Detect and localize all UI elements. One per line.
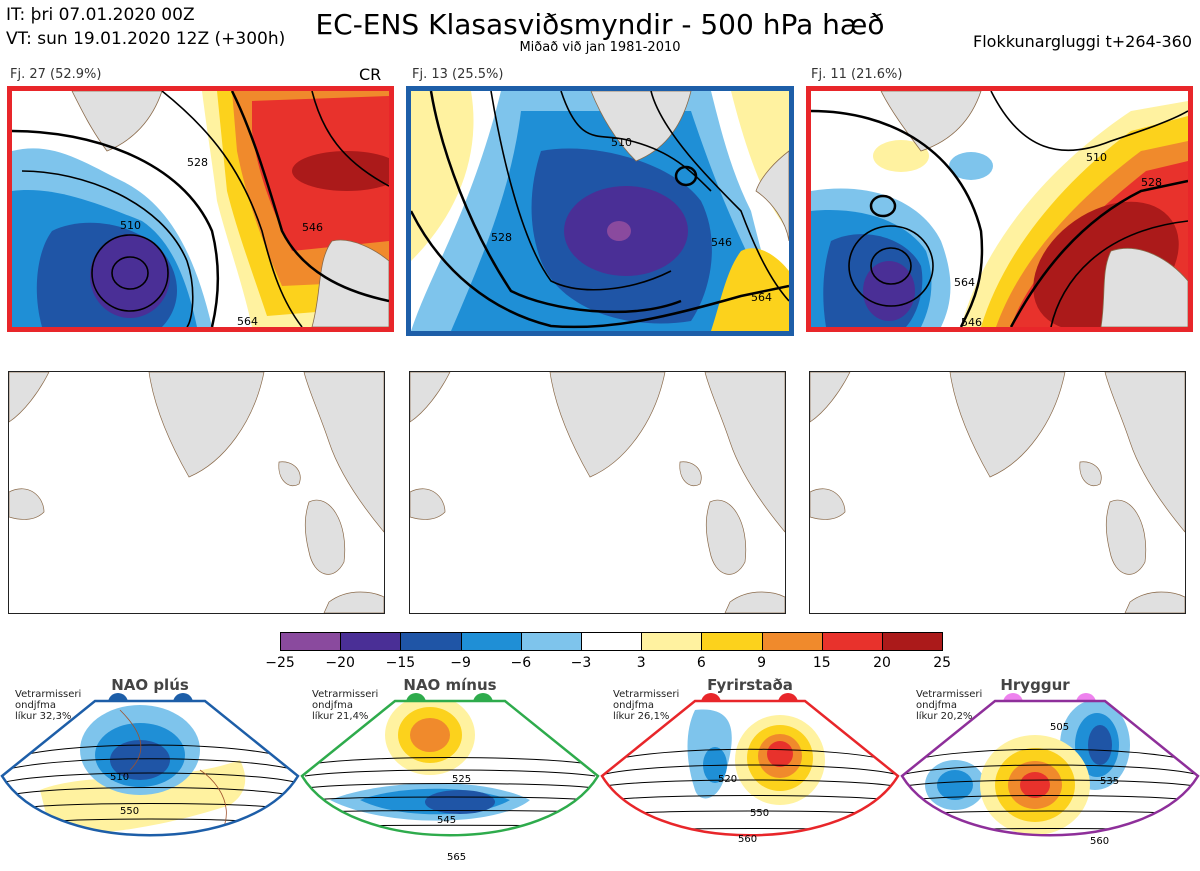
regime-2-map: 525 545 565 [300,699,600,863]
contour-label: 525 [452,774,471,785]
blank-map-2 [409,371,786,614]
contour-label: 550 [120,806,139,817]
regime-info-line: ondjfma [15,700,56,711]
contour-label: 520 [718,774,737,785]
geopotential-contours [12,91,389,327]
anomaly-field [12,91,389,327]
contour-label: 560 [738,834,757,845]
valid-time: VT: sun 19.01.2020 12Z (+300h) [6,29,286,49]
regime-4-title: Hryggur [1000,676,1070,694]
colorbar-tick: −20 [325,655,355,671]
regime-info-line: líkur 26,1% [613,711,670,722]
contour-label: 510 [110,772,129,783]
cluster-map-1: 510 528 546 564 [7,86,394,332]
regime-2-info: Vetrarmisseri ondjfma líkur 21,4% [312,689,378,722]
panel-3-label: Fj. 11 (21.6%) [811,67,903,82]
land-outline [9,372,384,613]
contour-label: 564 [954,276,975,289]
colorbar-cell [882,632,944,651]
regime-info-line: líkur 32,3% [15,711,72,722]
regime-info-line: líkur 20,2% [916,711,973,722]
colorbar-tick: −6 [510,655,532,671]
regime-4-info: Vetrarmisseri ondjfma líkur 20,2% [916,689,982,722]
anomaly-field [411,91,789,331]
colorbar-cell [641,632,703,651]
regime-2-title: NAO mínus [403,676,497,694]
blank-map-1 [8,371,385,614]
colorbar-cell [761,632,823,651]
contour-label: 546 [961,316,982,327]
colorbar-cell [400,632,462,651]
land-outline [880,91,1188,327]
regime-info-line: Vetrarmisseri [613,689,680,700]
contour-label: 564 [751,291,772,304]
panel-1-tag: CR [359,65,382,84]
init-time: IT: þri 07.01.2020 00Z [6,5,195,25]
regime-4-map: 505 535 560 [900,699,1200,847]
regime-1-map: 510 550 [0,699,300,837]
contour-label: 546 [711,236,732,249]
regime-3-info: Vetrarmisseri ondjfma líkur 26,1% [613,689,679,722]
regime-info-line: ondjfma [312,700,353,711]
regime-1-title: NAO plús [111,676,189,694]
land-outline [810,372,1185,613]
cluster-map-3: 564 510 528 546 [806,86,1193,332]
contour-label: 545 [437,815,456,826]
colorbar-tick: 20 [873,655,891,671]
colorbar-cell [460,632,522,651]
geopotential-contours [411,91,789,329]
contour-label: 560 [1090,836,1109,847]
colorbar-cell [340,632,402,651]
colorbar-tick: 6 [696,655,706,671]
regime-3-map: 520 550 560 [600,699,900,845]
colorbar-cell [821,632,883,651]
contour-label: 510 [1086,151,1107,164]
regime-info-line: Vetrarmisseri [916,689,983,700]
land-outline [410,372,785,613]
panel-2-label: Fj. 13 (25.5%) [412,67,504,82]
contour-label: 546 [302,221,323,234]
colorbar-cell [701,632,763,651]
regime-info-line: Vetrarmisseri [312,689,379,700]
blank-map-3 [809,371,1186,614]
regime-1-info: Vetrarmisseri ondjfma líkur 32,3% [15,689,81,722]
contour-label: 550 [750,808,769,819]
colorbar-tick: −3 [570,655,592,671]
contour-label: 564 [237,315,258,327]
geopotential-contours [811,91,1188,327]
colorbar-cell [581,632,643,651]
page-title: EC-ENS Klasasviðsmyndir - 500 hPa hæð [315,8,885,41]
cluster-map-2: 528 546 564 510 [406,86,794,336]
regime-3-title: Fyrirstaða [707,676,793,694]
land-outline [590,91,789,242]
colorbar-tick: 25 [933,655,952,671]
colorbar-cell [520,632,582,651]
colorbar-tick: −25 [265,655,295,671]
regime-info-line: líkur 21,4% [312,711,369,722]
contour-label: 510 [611,136,632,149]
contour-label: 528 [187,156,208,169]
contour-label: 528 [491,231,512,244]
regime-info-line: ondjfma [613,700,654,711]
panel-1-label: Fj. 27 (52.9%) [10,67,102,82]
page-subtitle: Miðað við jan 1981-2010 [519,40,681,55]
contour-label: 535 [1100,776,1119,787]
contour-label: 510 [120,219,141,232]
regime-info-line: ondjfma [916,700,957,711]
colorbar-tick: −15 [385,655,416,671]
contour-label: 528 [1141,176,1162,189]
colorbar-cell [280,632,342,651]
colorbar-tick: −9 [450,655,471,671]
colorbar-tick: 9 [757,655,767,671]
colorbar-tick: 15 [812,655,831,671]
regime-info-line: Vetrarmisseri [15,689,82,700]
contour-label: 505 [1050,722,1069,733]
contour-label: 565 [447,852,466,863]
classification-window: Flokkunargluggi t+264-360 [973,32,1192,51]
colorbar-tick: 3 [636,655,646,671]
land-outline [71,91,389,327]
